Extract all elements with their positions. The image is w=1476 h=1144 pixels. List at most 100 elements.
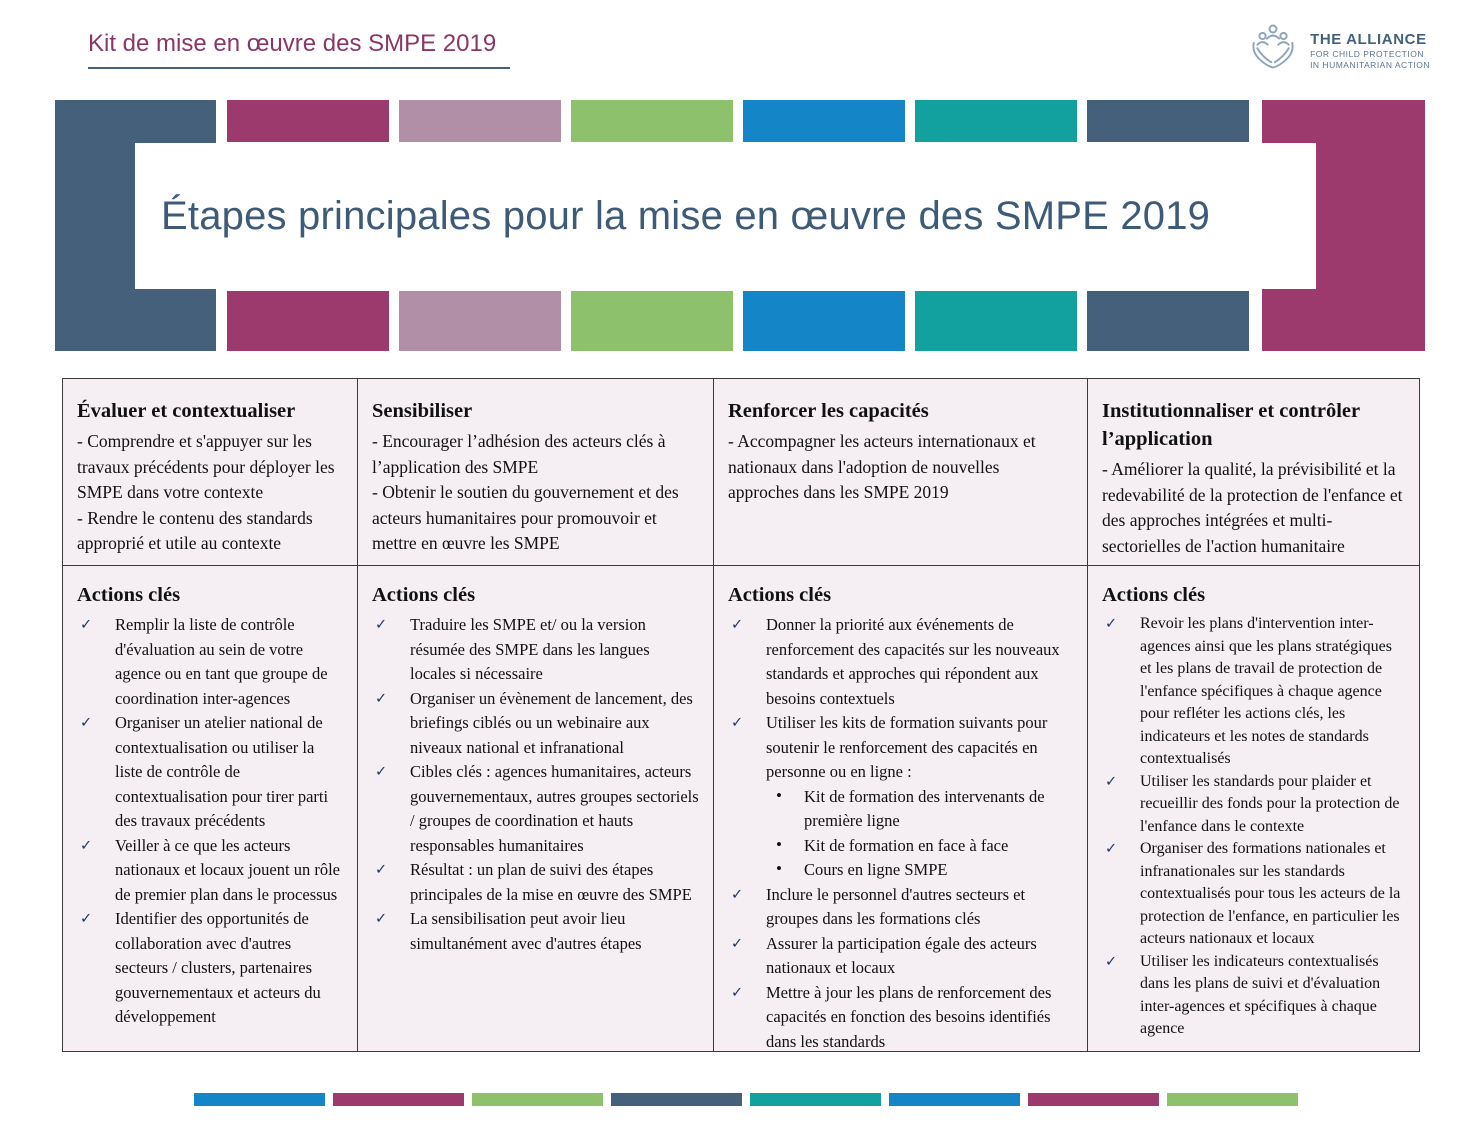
footer-bar-segment-blue [194, 1093, 325, 1106]
check-icon: ✓ [375, 911, 388, 927]
action-item: ✓ Inclure le personnel d'autres secteurs … [726, 883, 1073, 932]
action-text: Identifier des opportunités de collabora… [115, 909, 321, 1026]
action-item: ✓ Identifier des opportunités de collabor… [75, 907, 343, 1030]
sub-action-text: Cours en ligne SMPE [804, 860, 948, 879]
banner-block-slate [1087, 291, 1249, 351]
footer-bar-segment-plum [1028, 1093, 1159, 1106]
alliance-logo: THE ALLIANCE FOR CHILD PROTECTION IN HUM… [1245, 22, 1430, 78]
sub-action-item: • Cours en ligne SMPE [766, 858, 1073, 883]
action-item: ✓ Organiser un évènement de lancement, de… [370, 687, 699, 761]
action-item: ✓ Traduire les SMPE et/ ou la version rés… [370, 613, 699, 687]
action-text: Donner la priorité aux événements de ren… [766, 615, 1060, 708]
check-icon: ✓ [80, 911, 93, 927]
footer-bar-segment-blue [889, 1093, 1020, 1106]
action-text: Organiser un évènement de lancement, des… [410, 688, 693, 757]
banner-block-blue [743, 291, 905, 351]
column-header-cell: Renforcer les capacités - Accompagner le… [714, 379, 1088, 566]
check-icon: ✓ [1105, 616, 1118, 632]
action-text: Organiser des formations nationales et i… [1140, 840, 1401, 947]
check-icon: ✓ [731, 886, 744, 903]
action-text: Assurer la participation égale des acteu… [766, 933, 1037, 978]
footer-bar-segment-plum [333, 1093, 464, 1106]
action-item: ✓ Organiser des formations nationales et … [1100, 838, 1405, 951]
check-icon: ✓ [731, 984, 744, 1001]
sub-action-item: • Kit de formation des intervenants de pr… [766, 785, 1073, 834]
check-icon: ✓ [80, 715, 93, 731]
check-icon: ✓ [1105, 953, 1118, 970]
footer-bar-segment-green [472, 1093, 603, 1106]
column-title: Institutionnaliser et contrôler l’applic… [1102, 400, 1360, 450]
column-title: Évaluer et contextualiser [77, 400, 296, 422]
action-item: ✓ Remplir la liste de contrôle d'évaluati… [75, 613, 343, 711]
title-band: Étapes principales pour la mise en œuvre… [135, 143, 1316, 289]
banner-block-teal [915, 100, 1077, 142]
footer-bar-segment-green [1167, 1093, 1298, 1106]
action-text: Mettre à jour les plans de renforcement … [766, 982, 1052, 1051]
action-text: Résultat : un plan de suivi des étapes p… [410, 860, 692, 904]
column-header-cell: Institutionnaliser et contrôler l’applic… [1088, 379, 1419, 566]
action-text: Organiser un atelier national de context… [115, 713, 329, 830]
action-item: ✓ Utiliser les standards pour plaider et … [1100, 771, 1405, 839]
check-icon: ✓ [80, 837, 93, 854]
actions-list: ✓ Revoir les plans d'intervention inter-a… [1100, 613, 1405, 1041]
sub-actions-list: • Kit de formation des intervenants de pr… [766, 785, 1073, 883]
action-item: ✓ Cibles clés : agences humanitaires, act… [370, 760, 699, 858]
logo-line2: FOR CHILD PROTECTION [1310, 48, 1424, 59]
action-text: Inclure le personnel d'autres secteurs e… [766, 884, 1026, 929]
action-text: Cibles clés : agences humanitaires, acte… [410, 762, 699, 855]
banner-block-teal [915, 291, 1077, 351]
banner-block-plum [227, 291, 389, 351]
actions-heading: Actions clés [77, 584, 181, 606]
column-description: - Améliorer la qualité, la prévisibilité… [1100, 457, 1405, 559]
check-icon: ✓ [375, 764, 388, 780]
column-description-line: - Comprendre et s'appuyer sur les travau… [77, 431, 335, 502]
actions-list: ✓ Remplir la liste de contrôle d'évaluati… [75, 613, 343, 1030]
column-description-line: - Améliorer la qualité, la prévisibilité… [1102, 459, 1403, 556]
banner-block-green [571, 291, 733, 351]
banner-block-slate [1087, 100, 1249, 142]
bottom-bar [194, 1093, 1298, 1106]
steps-table: Évaluer et contextualiser - Comprendre e… [62, 378, 1420, 1052]
column-header-cell: Évaluer et contextualiser - Comprendre e… [63, 379, 358, 566]
check-icon: ✓ [1105, 773, 1118, 790]
check-icon: ✓ [375, 617, 388, 633]
footer-bar-segment-slate [611, 1093, 742, 1106]
check-icon: ✓ [731, 935, 744, 952]
action-item: ✓ La sensibilisation peut avoir lieu simu… [370, 907, 699, 956]
action-item: ✓ Revoir les plans d'intervention inter-a… [1100, 613, 1405, 771]
banner-bottom-row [227, 291, 1249, 351]
column-title: Renforcer les capacités [728, 400, 929, 422]
column-body-cell: Actions clés ✓ Revoir les plans d'interve… [1088, 566, 1419, 1051]
action-item: ✓ Utiliser les indicateurs contextualisés… [1100, 951, 1405, 1041]
logo-line3: IN HUMANITARIAN ACTION [1310, 59, 1430, 70]
action-item: ✓ Veiller à ce que les acteurs nationaux … [75, 834, 343, 908]
banner-top-row [227, 100, 1249, 142]
check-icon: ✓ [1105, 841, 1118, 857]
column-body-cell: Actions clés ✓ Remplir la liste de contrô… [63, 566, 358, 1051]
action-text: Utiliser les indicateurs contextualisés … [1140, 952, 1381, 1038]
action-item: ✓ Résultat : un plan de suivi des étapes … [370, 858, 699, 907]
actions-heading: Actions clés [1102, 584, 1206, 606]
column-description-line: - Rendre le contenu des standards approp… [77, 507, 313, 554]
column-description-line: - Encourager l’adhésion des acteurs clés… [372, 431, 666, 477]
actions-heading: Actions clés [372, 584, 476, 606]
banner-block-plum [227, 100, 389, 142]
check-icon: ✓ [375, 690, 388, 707]
action-item: ✓ Utiliser les kits de formation suivants… [726, 711, 1073, 883]
actions-list: ✓ Traduire les SMPE et/ ou la version rés… [370, 613, 699, 956]
action-text: Remplir la liste de contrôle d'évaluatio… [115, 615, 328, 708]
title-banner: Étapes principales pour la mise en œuvre… [55, 100, 1425, 351]
hands-holding-children-icon [1252, 24, 1294, 69]
check-icon: ✓ [731, 617, 744, 633]
logo-text: THE ALLIANCE FOR CHILD PROTECTION IN HUM… [1310, 31, 1430, 70]
bullet-icon: • [776, 859, 782, 878]
banner-block-green [571, 100, 733, 142]
column-header-cell: Sensibiliser - Encourager l’adhésion des… [358, 379, 714, 566]
action-item: ✓ Assurer la participation égale des acte… [726, 932, 1073, 981]
action-text: Utiliser les kits de formation suivants … [766, 713, 1048, 781]
column-title: Sensibiliser [372, 400, 473, 422]
bullet-icon: • [776, 834, 782, 854]
action-text: Traduire les SMPE et/ ou la version résu… [410, 615, 650, 683]
logo-line1: THE ALLIANCE [1310, 30, 1427, 48]
